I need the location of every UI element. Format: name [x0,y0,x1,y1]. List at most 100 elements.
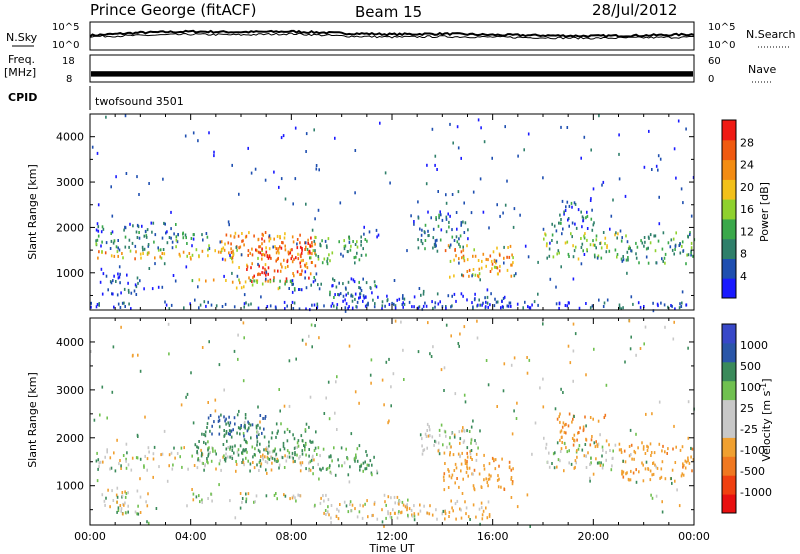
range-cell [483,464,485,468]
range-cell [355,453,357,457]
range-cell [560,265,562,269]
range-cell [390,385,392,389]
range-cell [142,252,144,255]
range-cell [203,300,206,304]
range-cell [658,195,660,199]
range-cell [476,336,479,340]
range-cell [204,430,207,434]
range-cell [458,257,460,261]
range-cell [163,262,166,266]
range-cell [144,415,146,419]
x-tick-label: 00:00 [74,530,106,543]
range-cell [296,242,298,246]
range-cell [264,416,266,420]
range-cell [351,306,354,310]
range-cell [340,252,342,256]
range-cell [548,247,551,251]
range-cell [655,465,657,469]
range-cell [369,459,372,463]
range-cell [367,515,369,519]
range-cell [465,506,468,510]
range-cell [261,237,263,241]
y-tick-label: 1000 [56,267,84,280]
range-cell [317,208,320,212]
range-cell [250,436,252,440]
range-cell [565,431,567,435]
range-cell [360,240,362,243]
range-cell [360,243,362,247]
range-cell [310,458,313,462]
range-cell [265,468,267,472]
range-cell [304,241,307,245]
range-cell [158,465,160,469]
range-cell [118,275,121,279]
range-cell [435,508,437,512]
range-cell [407,513,409,517]
range-cell [266,255,269,258]
range-cell [309,395,312,399]
range-cell [551,222,553,226]
range-cell [559,412,561,416]
freq-tick-bottom: 8 [66,74,72,85]
range-cell [680,305,683,308]
range-cell [257,405,259,409]
range-cell [436,249,439,253]
range-cell [486,295,489,299]
range-cell [420,239,423,243]
range-cell [249,279,252,283]
range-cell [201,233,203,237]
range-cell [135,230,138,234]
range-cell [587,451,589,455]
range-cell [176,240,179,244]
range-cell [353,256,356,260]
range-cell [122,256,124,260]
range-cell [469,456,472,459]
range-cell [652,461,655,465]
range-cell [585,373,587,377]
range-cell [371,473,373,477]
range-cell [635,480,638,484]
range-cell [301,248,303,252]
range-cell [682,249,685,253]
range-cell [472,419,474,423]
range-cell [255,424,258,428]
range-cell [292,202,294,206]
range-cell [447,468,449,472]
range-cell [622,255,624,258]
range-cell [137,504,139,508]
range-cell [207,454,209,458]
range-cell [450,305,452,309]
range-cell [219,459,221,463]
range-cell [561,425,564,429]
range-cell [284,197,287,201]
range-cell [403,297,406,301]
range-cell [332,277,334,281]
range-cell [556,252,558,256]
range-cell [273,269,276,273]
range-cell [98,302,100,306]
range-cell [289,497,291,501]
range-cell [305,245,307,249]
range-cell [205,442,207,446]
range-cell [338,464,340,468]
range-cell [143,287,145,291]
range-cell [551,239,553,242]
range-cell [434,439,436,443]
range-cell [441,218,444,222]
range-cell [95,459,98,463]
range-cell [318,477,320,481]
range-cell [384,304,386,308]
range-cell [334,136,336,140]
range-cell [154,256,156,260]
range-cell [194,443,197,447]
range-cell [210,303,213,307]
range-cell [449,451,451,455]
range-cell [354,390,357,394]
range-cell [116,495,119,499]
range-cell [182,236,185,240]
range-cell [203,433,205,436]
range-cell [267,457,269,461]
range-cell [443,389,445,392]
range-cell [221,257,224,261]
range-cell [691,469,693,473]
